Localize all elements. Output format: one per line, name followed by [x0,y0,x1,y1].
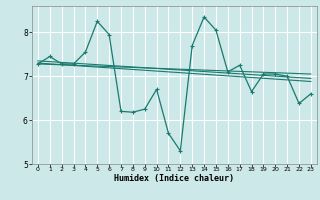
X-axis label: Humidex (Indice chaleur): Humidex (Indice chaleur) [115,174,234,183]
